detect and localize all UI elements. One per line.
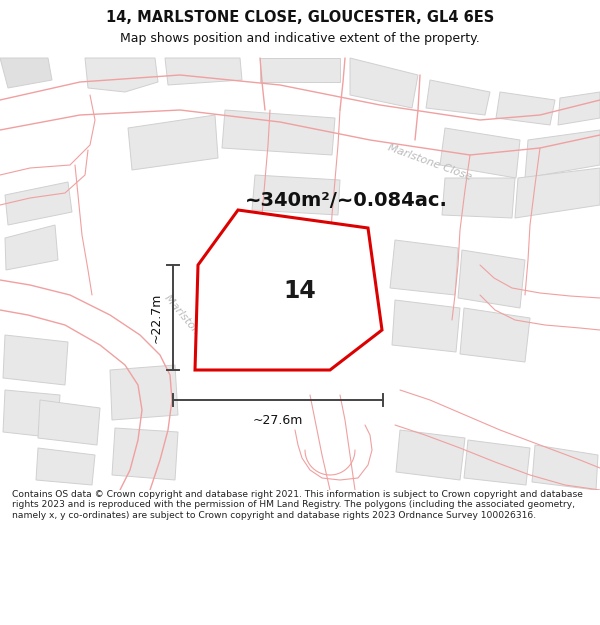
Polygon shape (460, 308, 530, 362)
Text: ~22.7m: ~22.7m (150, 292, 163, 342)
Polygon shape (260, 278, 330, 348)
Polygon shape (3, 335, 68, 385)
Polygon shape (36, 448, 95, 485)
Text: 14: 14 (284, 279, 317, 302)
Polygon shape (0, 58, 52, 88)
Polygon shape (195, 210, 382, 370)
Text: 14, MARLSTONE CLOSE, GLOUCESTER, GL4 6ES: 14, MARLSTONE CLOSE, GLOUCESTER, GL4 6ES (106, 10, 494, 25)
Polygon shape (496, 92, 555, 125)
Polygon shape (85, 58, 158, 92)
Polygon shape (128, 115, 218, 170)
Polygon shape (396, 430, 465, 480)
Text: ~27.6m: ~27.6m (253, 414, 303, 427)
Polygon shape (458, 250, 525, 308)
Polygon shape (426, 80, 490, 115)
Polygon shape (442, 178, 515, 218)
Text: ~340m²/~0.084ac.: ~340m²/~0.084ac. (245, 191, 448, 209)
Polygon shape (558, 92, 600, 125)
Polygon shape (464, 440, 530, 485)
Text: Marlstone Close: Marlstone Close (386, 142, 473, 182)
Polygon shape (222, 110, 335, 155)
Polygon shape (350, 58, 418, 108)
Polygon shape (38, 400, 100, 445)
Polygon shape (110, 365, 178, 420)
Text: Contains OS data © Crown copyright and database right 2021. This information is : Contains OS data © Crown copyright and d… (12, 490, 583, 520)
Polygon shape (260, 58, 340, 82)
Polygon shape (112, 428, 178, 480)
Polygon shape (392, 300, 460, 352)
Text: Map shows position and indicative extent of the property.: Map shows position and indicative extent… (120, 32, 480, 45)
Text: Marlstone Close: Marlstone Close (163, 292, 227, 367)
Polygon shape (5, 225, 58, 270)
Polygon shape (390, 240, 458, 295)
Polygon shape (165, 58, 242, 85)
Polygon shape (525, 130, 600, 178)
Polygon shape (5, 182, 72, 225)
Polygon shape (252, 175, 340, 215)
Polygon shape (515, 168, 600, 218)
Polygon shape (3, 390, 60, 438)
Polygon shape (532, 445, 598, 490)
Polygon shape (440, 128, 520, 178)
